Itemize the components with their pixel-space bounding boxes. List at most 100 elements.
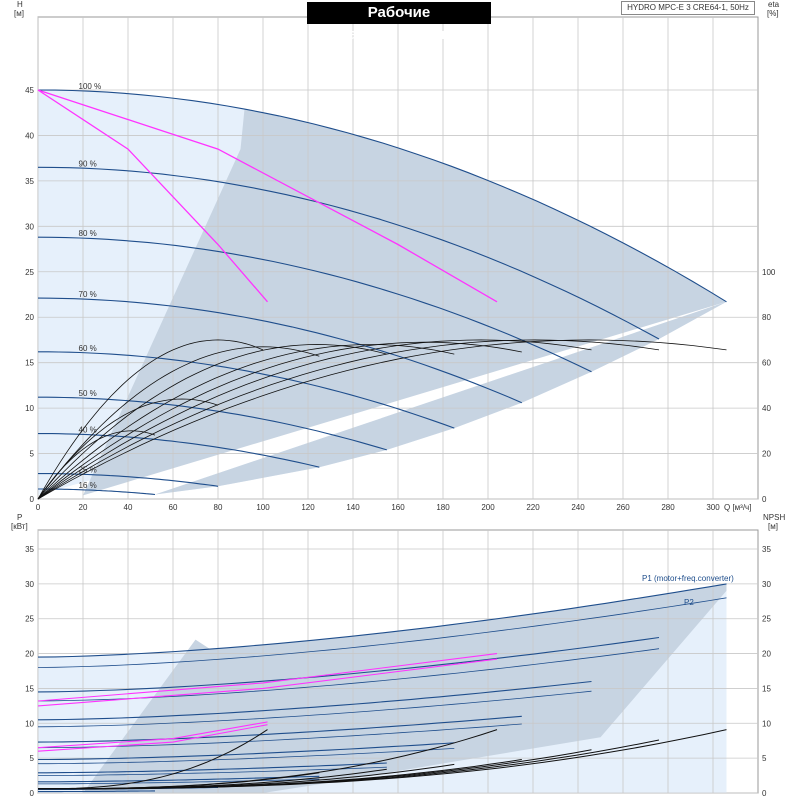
head-curve [37,166,660,340]
head-curve [38,433,320,468]
efficiency-curve [37,344,455,500]
y-tick-label: 20 [25,313,34,322]
p1-curve [37,680,592,721]
eta-axis-title: eta [768,0,780,9]
x-tick-label: 40 [124,503,133,512]
x-tick-label: 160 [391,503,405,512]
p-tick-label: 15 [25,684,34,693]
npsh-tick-label: 15 [762,684,771,693]
x-tick-label: 100 [256,503,270,512]
head-curve [38,351,455,429]
p1-curve [37,636,660,693]
eta-tick-label: 20 [762,450,771,459]
p-axis-unit: [кВт] [11,522,28,531]
speed-label: 80 % [79,229,97,238]
x-tick-label: 0 [36,503,41,512]
efficiency-curve [37,346,320,500]
y-tick-label: 10 [25,404,34,413]
speed-label: 50 % [79,389,97,398]
efficiency-curve [37,339,727,500]
npsh-tick-label: 0 [762,789,767,798]
pump-reference: HYDRO MPC-E 3 CRE64-1, 50Hz [621,1,755,15]
y-tick-label: 40 [25,131,34,140]
p1-curve [37,583,727,658]
speed-label: 100 % [79,82,102,91]
speed-label: 70 % [79,290,97,299]
eta-tick-label: 40 [762,404,771,413]
x-tick-label: 220 [526,503,540,512]
p-tick-label: 5 [30,754,35,763]
power-limit-curve [37,658,498,707]
efficiency-curve [37,341,522,500]
head-efficiency-chart: 0 20 40 60 80 100 120 140 160 180 200 220 240 260 280 3… [25,16,776,512]
h-axis-title: H [17,0,23,9]
p2-curve [37,690,592,728]
head-curve [37,236,592,373]
y-tick-label: 0 [30,495,35,504]
y-tick-label: 45 [25,86,34,95]
q-axis-title: Q [м³/ч] [724,503,751,512]
speed-label: 16 % [79,481,97,490]
limit-curve [37,89,498,303]
x-tick-label: 240 [571,503,585,512]
head-curve [37,297,523,404]
power-npsh-chart: 0 0 5 5 10 10 15 15 20 20 25 25 30 30 35 35 [25,529,771,798]
y-tick-label: 30 [25,222,34,231]
h-axis-unit: [м] [14,9,24,18]
npsh-tick-label: 20 [762,650,771,659]
x-tick-label: 60 [169,503,178,512]
x-tick-label: 180 [436,503,450,512]
p2-curve [37,597,727,668]
x-tick-label: 300 [706,503,720,512]
limit-curve [37,89,268,303]
npsh-tick-label: 30 [762,580,771,589]
p1-curve [37,715,522,743]
x-tick-label: 20 [79,503,88,512]
npsh-tick-label: 35 [762,545,771,554]
p1-curve [38,762,387,774]
p1-curve [38,742,455,761]
npsh-tick-label: 10 [762,719,771,728]
axis-labels: H [м] eta [%] Q [м³/ч] P [кВт] NPSH [м] … [11,0,785,607]
p2-curve [37,766,387,776]
speed-label: 60 % [79,344,97,353]
eta-tick-label: 0 [762,495,767,504]
p-tick-label: 20 [25,650,34,659]
npsh-axis-title: NPSH [763,513,785,522]
power-limit-curve [37,653,498,702]
x-tick-label: 140 [346,503,360,512]
efficiency-curve [37,339,264,500]
efficiency-curve [37,344,387,500]
p2-curve [38,748,455,765]
p-axis-title: P [17,513,22,522]
x-tick-label: 120 [301,503,315,512]
head-curve [38,396,387,451]
y-tick-label: 25 [25,268,34,277]
p2-curve [38,778,320,785]
y-tick-label: 5 [30,450,35,459]
operating-band [83,109,727,496]
npsh-axis-unit: [м] [768,522,778,531]
x-tick-label: 280 [661,503,675,512]
speed-label: 90 % [79,159,97,168]
eta-axis-unit: [%] [767,9,779,18]
p1-curve [38,775,320,783]
speed-label: 40 % [79,426,97,435]
x-tick-label: 200 [481,503,495,512]
npsh-tick-label: 25 [762,615,771,624]
head-curve [38,488,156,496]
p-tick-label: 0 [30,789,35,798]
power-limit-curve [37,721,268,749]
p-tick-label: 30 [25,580,34,589]
p-tick-label: 35 [25,545,34,554]
p1-series-label: P1 (motor+freq.converter) [642,574,734,583]
p-tick-label: 10 [25,719,34,728]
head-curve [38,473,219,487]
eta-tick-label: 100 [762,268,776,277]
y-tick-label: 15 [25,359,34,368]
p1-curve [38,790,155,793]
x-tick-label: 260 [616,503,630,512]
y-tick-label: 35 [25,177,34,186]
speed-label: 25 % [79,466,97,475]
